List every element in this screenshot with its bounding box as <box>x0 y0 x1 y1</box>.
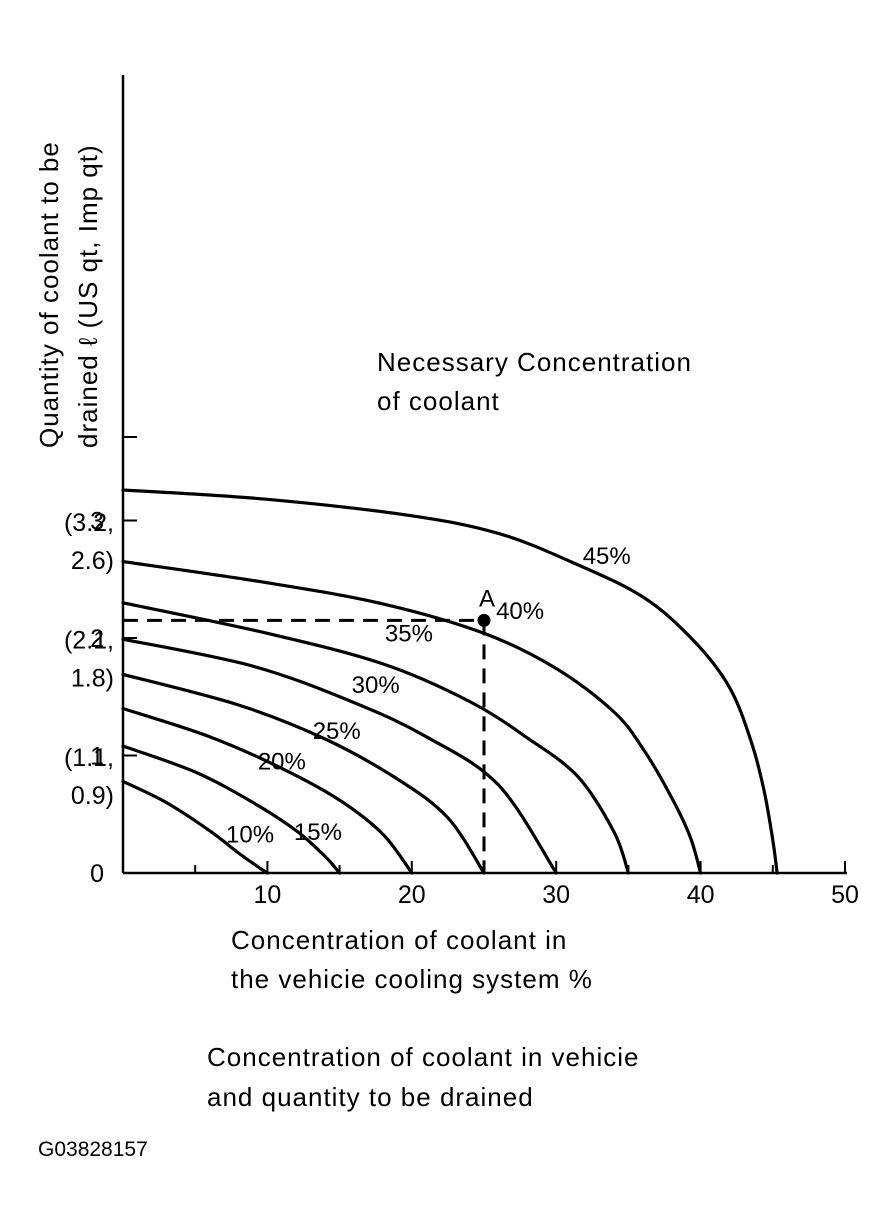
curve-10pct <box>121 779 269 875</box>
x-tick-label-50: 50 <box>831 881 859 909</box>
x-tick-label-10: 10 <box>253 881 281 909</box>
y-annotation-1-line-1: (2.1, <box>64 627 114 655</box>
point-a-label: A <box>479 585 495 612</box>
curve-30pct <box>121 637 558 875</box>
curve-15pct <box>121 744 342 875</box>
figure-code: G03828157 <box>38 1138 148 1161</box>
series-label-15pct: 15% <box>294 819 342 846</box>
x-axis-title-line-1: Concentration of coolant in <box>231 925 567 955</box>
y-axis-title-line-1: Quantity of coolant to be <box>34 141 64 448</box>
series-label-45pct: 45% <box>583 543 631 570</box>
axis-ticks: 10 20 30 40 50 0 1 2 3 (1.1, 0.9) (2.1, 1.8) (3.2, 2.6… <box>64 508 859 910</box>
reference-lines: A <box>123 585 495 873</box>
y-annotation-0-line-2: 0.9) <box>71 782 114 810</box>
curve-35pct <box>121 601 630 875</box>
y-axis-title-line-2: drained ℓ (US qt, Imp qt) <box>73 144 103 448</box>
caption-line-2: and quantity to be drained <box>207 1082 534 1112</box>
x-tick-label-40: 40 <box>687 881 715 909</box>
curves-group <box>121 488 779 875</box>
point-a-marker <box>477 613 491 627</box>
series-label-40pct: 40% <box>496 598 544 625</box>
curve-40pct <box>121 560 703 875</box>
x-axis-title-line-2: the vehicie cooling system % <box>231 964 593 994</box>
series-label-35pct: 35% <box>385 621 433 648</box>
y-annotation-2-line-2: 2.6) <box>71 547 114 575</box>
x-tick-label-30: 30 <box>542 881 570 909</box>
y-annotation-1-line-2: 1.8) <box>71 665 114 693</box>
chart-title-line-2: of coolant <box>377 386 500 416</box>
curve-45pct <box>121 488 779 875</box>
y-tick-label-2: 2 <box>90 625 104 653</box>
series-label-20pct: 20% <box>258 749 306 776</box>
series-label-10pct: 10% <box>226 821 274 848</box>
series-label-30pct: 30% <box>352 672 400 699</box>
chart-title-line-1: Necessary Concentration <box>377 347 692 377</box>
y-tick-label-1: 1 <box>90 743 104 771</box>
series-label-25pct: 25% <box>313 718 361 745</box>
curve-25pct <box>121 672 486 875</box>
x-tick-label-20: 20 <box>398 881 426 909</box>
curve-20pct <box>121 706 414 875</box>
y-annotation-0-line-1: (1.1, <box>64 744 114 772</box>
y-tick-label-0: 0 <box>90 860 104 888</box>
caption-line-1: Concentration of coolant in vehicie <box>207 1042 639 1072</box>
y-tick-label-3: 3 <box>90 508 104 536</box>
curve-labels: 10% 15% 20% 25% 30% 35% 40% 45% <box>226 543 631 848</box>
y-annotation-2-line-1: (3.2, <box>64 509 114 537</box>
